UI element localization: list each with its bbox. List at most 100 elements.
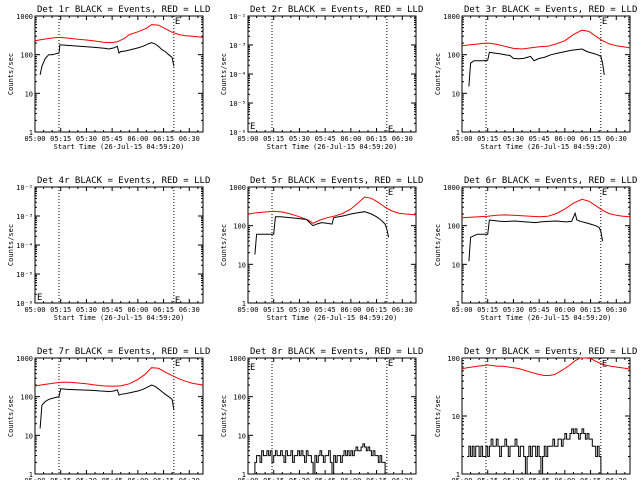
chart-title: Det 7r BLACK = Events, RED = LLD — [37, 347, 210, 357]
y-tick-label: 10⁻⁶ — [229, 129, 246, 137]
y-tick-label: 10 — [25, 90, 33, 98]
x-tick-label: 05:30 — [503, 135, 524, 143]
chart-panel-9: Det 9r BLACK = Events, RED = LLD 05:00 05:… — [434, 347, 637, 480]
x-tick-label: 06:00 — [554, 135, 575, 143]
y-tick-label: 100 — [20, 52, 33, 60]
y-axis-label: Counts/sec — [220, 395, 228, 437]
y-tick-label: 10⁻⁵ — [229, 100, 246, 108]
x-tick-label: 05:45 — [315, 306, 336, 314]
x-tick-label: 05:00 — [24, 135, 45, 143]
annotation-e: E — [388, 125, 393, 135]
x-tick-label: 06:00 — [340, 477, 361, 480]
series-line-1 — [461, 198, 631, 219]
x-tick-label: 05:30 — [289, 306, 310, 314]
chart-title: Det 4r BLACK = Events, RED = LLD — [37, 176, 210, 186]
y-tick-label: 1 — [242, 300, 246, 308]
y-tick-label: 100 — [447, 223, 460, 231]
annotation-e: E — [388, 359, 393, 369]
y-tick-label: 1 — [242, 471, 246, 479]
series-line-2 — [467, 428, 603, 475]
x-tick-label: 06:00 — [127, 135, 148, 143]
y-axis-label: Counts/sec — [434, 53, 442, 95]
chart-title: Det 9r BLACK = Events, RED = LLD — [464, 347, 637, 357]
y-axis-label: Counts/sec — [434, 224, 442, 266]
x-tick-label: 05:00 — [451, 135, 472, 143]
y-tick-label: 10 — [452, 90, 460, 98]
x-axis-label: Start Time (26-Jul-15 04:59:20) — [267, 314, 398, 322]
series-line-1 — [253, 443, 389, 475]
x-tick-label: 05:15 — [50, 477, 71, 480]
x-tick-label: 06:30 — [606, 306, 627, 314]
series-line-2 — [39, 384, 175, 429]
series-line-2 — [468, 211, 604, 262]
plot-frame — [461, 15, 631, 133]
plot-frame — [247, 186, 417, 304]
x-tick-label: 05:15 — [263, 477, 284, 480]
y-tick-label: 10 — [452, 413, 460, 421]
y-axis-label: Counts/sec — [7, 395, 15, 437]
y-tick-label: 1000 — [16, 13, 33, 21]
x-axis-label: Start Time (26-Jul-15 04:59:20) — [481, 143, 612, 151]
chart-title: Det 1r BLACK = Events, RED = LLD — [37, 5, 210, 15]
plot-frame — [461, 186, 631, 304]
x-axis-label: Start Time (26-Jul-15 04:59:20) — [481, 314, 612, 322]
chart-title: Det 3r BLACK = Events, RED = LLD — [464, 5, 637, 15]
x-tick-label: 05:15 — [263, 306, 284, 314]
series-line-1 — [461, 357, 631, 376]
x-tick-label: 06:15 — [366, 306, 387, 314]
x-tick-label: 06:00 — [340, 135, 361, 143]
x-tick-label: 06:00 — [127, 477, 148, 480]
y-tick-label: 1000 — [443, 13, 460, 21]
annotation-e-left: E — [37, 293, 42, 303]
x-tick-label: 06:15 — [580, 477, 601, 480]
x-tick-label: 05:00 — [451, 477, 472, 480]
chart-title: Det 2r BLACK = Events, RED = LLD — [250, 5, 423, 15]
annotation-e-left: E — [250, 363, 255, 373]
x-tick-label: 05:45 — [529, 135, 550, 143]
x-tick-label: 06:15 — [153, 306, 174, 314]
x-tick-label: 06:30 — [392, 306, 413, 314]
series-line-2 — [254, 211, 390, 255]
y-tick-label: 10⁻² — [16, 184, 33, 192]
annotation-e: E — [175, 296, 180, 306]
x-tick-label: 05:00 — [24, 477, 45, 480]
x-tick-label: 06:00 — [554, 306, 575, 314]
x-tick-label: 05:45 — [529, 477, 550, 480]
x-tick-label: 06:30 — [606, 477, 627, 480]
y-tick-label: 10⁻⁵ — [16, 271, 33, 279]
y-tick-label: 100 — [447, 52, 460, 60]
x-tick-label: 05:00 — [24, 306, 45, 314]
x-tick-label: 06:00 — [127, 306, 148, 314]
y-axis-label: Counts/sec — [220, 224, 228, 266]
x-tick-label: 05:00 — [451, 306, 472, 314]
y-tick-label: 10 — [238, 261, 246, 269]
series-line-1 — [34, 367, 204, 387]
x-tick-label: 06:00 — [340, 306, 361, 314]
x-tick-label: 05:45 — [315, 477, 336, 480]
y-tick-label: 1 — [456, 129, 460, 137]
y-tick-label: 10⁻⁴ — [16, 242, 33, 250]
y-tick-label: 10⁻³ — [229, 42, 246, 50]
x-tick-label: 06:15 — [153, 135, 174, 143]
y-tick-label: 100 — [233, 394, 246, 402]
y-tick-label: 1 — [456, 471, 460, 479]
chart-title: Det 8r BLACK = Events, RED = LLD — [250, 347, 423, 357]
y-tick-label: 1 — [29, 129, 33, 137]
x-tick-label: 05:00 — [237, 135, 258, 143]
y-tick-label: 100 — [447, 355, 460, 363]
y-tick-label: 1000 — [229, 184, 246, 192]
y-tick-label: 100 — [20, 394, 33, 402]
x-axis-label: Start Time (26-Jul-15 04:59:20) — [54, 314, 185, 322]
y-tick-label: 10⁻² — [229, 13, 246, 21]
y-axis-label: Counts/sec — [220, 53, 228, 95]
x-tick-label: 06:30 — [179, 306, 200, 314]
plot-frame — [34, 186, 204, 304]
series-line-2 — [468, 48, 605, 87]
chart-panel-4: Det 4r BLACK = Events, RED = LLD 05:00 05:… — [7, 176, 210, 322]
y-tick-label: 100 — [233, 223, 246, 231]
y-axis-label: Counts/sec — [7, 224, 15, 266]
y-tick-label: 1000 — [229, 355, 246, 363]
x-tick-label: 06:30 — [606, 135, 627, 143]
y-axis-label: Counts/sec — [434, 395, 442, 437]
